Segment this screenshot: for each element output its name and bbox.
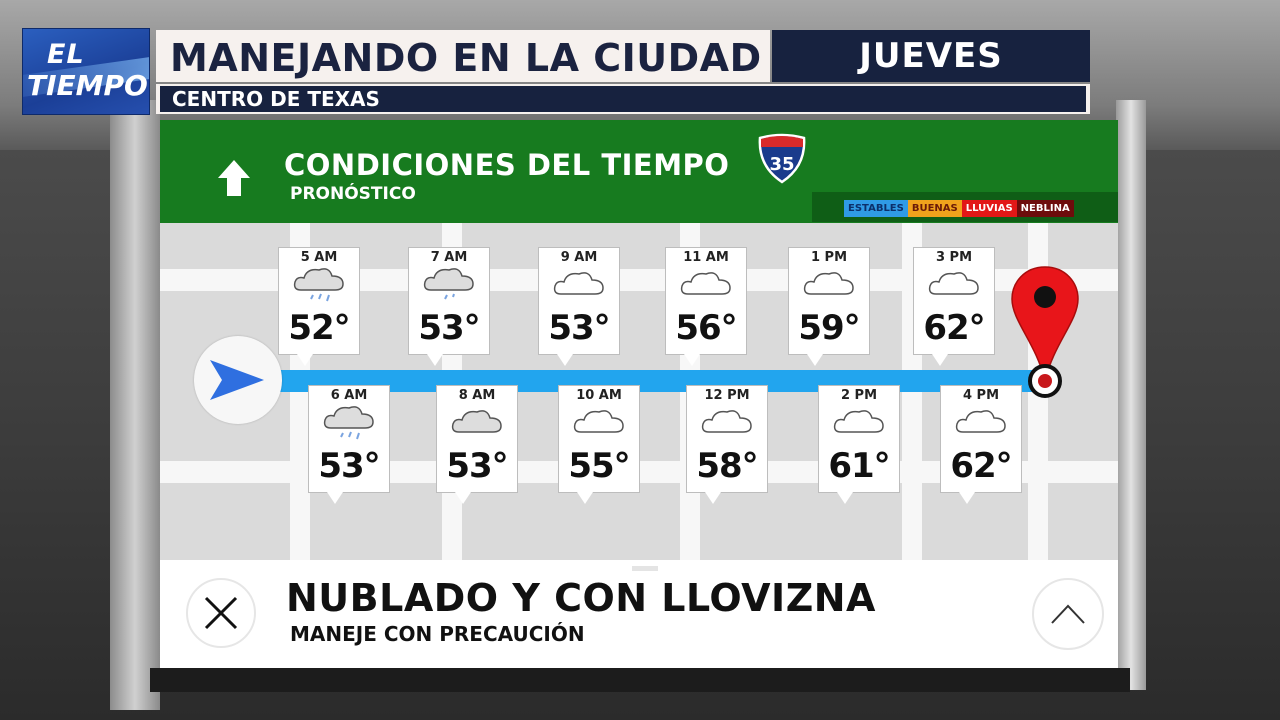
forecast-temp: 53°	[318, 446, 380, 486]
forecast-temp: 61°	[828, 446, 890, 486]
forecast-card: 5 AM 52°	[278, 247, 360, 366]
forecast-time: 10 AM	[576, 388, 622, 403]
current-location-button[interactable]	[194, 336, 282, 424]
cloud-icon	[701, 410, 752, 433]
conditions-headline: NUBLADO Y CON LLOVIZNA	[286, 576, 876, 620]
expand-button[interactable]	[1032, 578, 1104, 650]
region-label: CENTRO DE TEXAS	[160, 86, 1086, 112]
cloud-drizzle-icon	[423, 268, 474, 300]
logo-line2: TIEMPO	[27, 69, 148, 102]
route-line	[278, 370, 1042, 392]
cloud-rain-icon	[323, 406, 374, 440]
forecast-time: 4 PM	[962, 388, 1000, 403]
forecast-card: 9 AM 53°	[538, 247, 620, 366]
cloud-icon	[955, 410, 1006, 433]
conditions-title: CONDICIONES DEL TIEMPO	[284, 148, 730, 182]
forecast-temp: 58°	[696, 446, 758, 486]
sign-base	[150, 668, 1130, 692]
forecast-temp: 55°	[568, 446, 630, 486]
forecast-temp: 56°	[675, 308, 737, 348]
forecast-card: 12 PM 58°	[686, 385, 768, 504]
driving-advice: MANEJE CON PRECAUCIÓN	[290, 622, 585, 646]
forecast-card: 8 AM 53°	[436, 385, 518, 504]
forecast-time: 1 PM	[810, 250, 848, 265]
forecast-card: 2 PM 61°	[818, 385, 900, 504]
conditions-legend: ESTABLES BUENAS LLUVIAS NEBLINA	[844, 200, 1074, 217]
forecast-temp: 59°	[798, 308, 860, 348]
cloud-icon	[680, 272, 731, 295]
forecast-time: 12 PM	[704, 388, 750, 403]
forecast-card: 3 PM 62°	[913, 247, 995, 366]
cloud-rain-icon	[293, 268, 344, 302]
navigation-screen: CONDICIONES DEL TIEMPO PRONÓSTICO 35 EST…	[160, 120, 1118, 668]
forecast-temp: 53°	[418, 308, 480, 348]
forecast-temp: 62°	[950, 446, 1012, 486]
arrow-up-icon	[218, 160, 250, 196]
forecast-time: 9 AM	[560, 250, 598, 265]
street	[160, 269, 1118, 291]
forecast-temp: 52°	[288, 308, 350, 348]
forecast-card: 4 PM 62°	[940, 385, 1022, 504]
forecast-temp: 53°	[446, 446, 508, 486]
route-map: 5 AM 52° 7 AM 53° 9 AM 53° 11 AM 56° 1 P…	[160, 223, 1118, 560]
header-title-box: MANEJANDO EN LA CIUDAD	[156, 30, 770, 82]
svg-text:35: 35	[769, 154, 794, 175]
cloud-icon	[553, 272, 604, 295]
close-button[interactable]	[186, 578, 256, 648]
forecast-time: 8 AM	[458, 388, 496, 403]
page-title: MANEJANDO EN LA CIUDAD	[170, 36, 762, 80]
forecast-time: 7 AM	[430, 250, 468, 265]
forecast-card: 1 PM 59°	[788, 247, 870, 366]
chevron-up-icon	[1051, 604, 1085, 624]
close-icon	[204, 596, 238, 630]
forecast-card: 7 AM 53°	[408, 247, 490, 366]
forecast-time: 3 PM	[935, 250, 973, 265]
legend-lluvias: LLUVIAS	[961, 200, 1017, 217]
conditions-subtitle: PRONÓSTICO	[290, 184, 416, 204]
highway-sign-header: CONDICIONES DEL TIEMPO PRONÓSTICO 35 EST…	[160, 120, 1118, 223]
forecast-time: 5 AM	[300, 250, 338, 265]
navigation-arrow-icon	[210, 360, 264, 400]
cloud-icon	[803, 272, 854, 295]
summary-panel: NUBLADO Y CON LLOVIZNA MANEJE CON PRECAU…	[160, 560, 1118, 668]
forecast-card: 10 AM 55°	[558, 385, 640, 504]
interstate-shield-icon: 35	[758, 133, 806, 184]
legend-estables: ESTABLES	[844, 200, 908, 217]
cloud-icon	[833, 410, 884, 433]
sign-post-right	[1116, 100, 1146, 690]
forecast-temp: 53°	[548, 308, 610, 348]
destination-pin-icon	[1011, 266, 1079, 398]
forecast-card: 11 AM 56°	[665, 247, 747, 366]
sign-post-left	[110, 100, 160, 710]
forecast-time: 2 PM	[840, 388, 878, 403]
forecast-card: 6 AM 53°	[308, 385, 390, 504]
forecast-temp: 62°	[923, 308, 985, 348]
day-label: JUEVES	[772, 30, 1090, 82]
legend-neblina: NEBLINA	[1016, 200, 1074, 217]
cloud-icon	[451, 410, 502, 433]
cloud-icon	[928, 272, 979, 295]
logo-line1: EL	[47, 39, 85, 70]
drag-handle[interactable]	[632, 566, 658, 571]
region-box: CENTRO DE TEXAS	[156, 84, 1090, 114]
el-tiempo-logo: EL TIEMPO	[22, 28, 150, 115]
forecast-time: 11 AM	[683, 250, 729, 265]
legend-buenas: BUENAS	[907, 200, 962, 217]
forecast-time: 6 AM	[330, 388, 368, 403]
cloud-icon	[573, 410, 624, 433]
